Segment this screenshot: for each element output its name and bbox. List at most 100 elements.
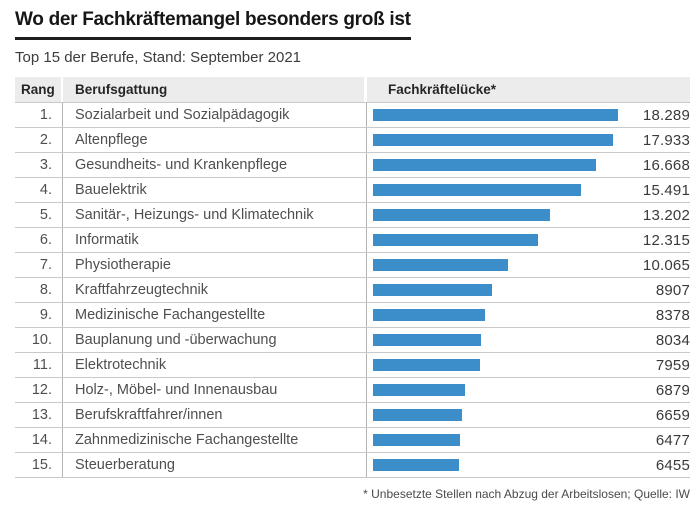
bar-cell: 12.315	[367, 228, 690, 252]
bar-cell: 10.065	[367, 253, 690, 277]
column-header-rank: Rang	[15, 77, 63, 102]
column-header-gap: Fachkräftelücke*	[367, 77, 690, 102]
table-body: 1. Sozialarbeit und Sozialpädagogik 18.2…	[15, 102, 690, 478]
rank-cell: 9.	[15, 303, 63, 327]
bar-cell: 7959	[367, 353, 690, 377]
profession-name: Informatik	[63, 228, 367, 252]
value-bar	[373, 259, 508, 271]
bar-cell: 18.289	[367, 103, 690, 127]
value-bar	[373, 309, 485, 321]
value-bar	[373, 209, 550, 221]
profession-name: Holz-, Möbel- und Innenausbau	[63, 378, 367, 402]
rank-cell: 12.	[15, 378, 63, 402]
rank-cell: 5.	[15, 203, 63, 227]
bar-cell: 17.933	[367, 128, 690, 152]
table-row: 4. Bauelektrik 15.491	[15, 178, 690, 203]
table-row: 14. Zahnmedizinische Fachangestellte 647…	[15, 428, 690, 453]
table-row: 2. Altenpflege 17.933	[15, 128, 690, 153]
value-label: 10.065	[642, 256, 690, 274]
profession-name: Bauelektrik	[63, 178, 367, 202]
profession-name: Zahnmedizinische Fachangestellte	[63, 428, 367, 452]
footnote: * Unbesetzte Stellen nach Abzug der Arbe…	[363, 487, 690, 501]
rank-cell: 3.	[15, 153, 63, 177]
value-label: 13.202	[642, 206, 690, 224]
value-bar	[373, 109, 618, 121]
value-label: 6659	[655, 406, 690, 424]
rank-cell: 11.	[15, 353, 63, 377]
bar-cell: 6455	[367, 453, 690, 477]
rank-cell: 14.	[15, 428, 63, 452]
page-title: Wo der Fachkräftemangel besonders groß i…	[15, 9, 411, 40]
value-bar	[373, 459, 459, 471]
value-bar	[373, 334, 481, 346]
value-label: 6455	[655, 456, 690, 474]
value-bar	[373, 434, 460, 446]
rank-cell: 4.	[15, 178, 63, 202]
table-row: 5. Sanitär-, Heizungs- und Klimatechnik …	[15, 203, 690, 228]
page-subtitle: Top 15 der Berufe, Stand: September 2021	[15, 49, 302, 66]
value-bar	[373, 234, 538, 246]
table-row: 10. Bauplanung und -überwachung 8034	[15, 328, 690, 353]
value-label: 15.491	[642, 181, 690, 199]
bar-cell: 15.491	[367, 178, 690, 202]
value-label: 17.933	[642, 131, 690, 149]
value-label: 6879	[655, 381, 690, 399]
value-bar	[373, 159, 596, 171]
profession-name: Kraftfahrzeugtechnik	[63, 278, 367, 302]
bar-cell: 6879	[367, 378, 690, 402]
profession-name: Gesundheits- und Krankenpflege	[63, 153, 367, 177]
profession-name: Steuerberatung	[63, 453, 367, 477]
table-row: 8. Kraftfahrzeugtechnik 8907	[15, 278, 690, 303]
rank-cell: 2.	[15, 128, 63, 152]
profession-name: Altenpflege	[63, 128, 367, 152]
table-row: 15. Steuerberatung 6455	[15, 453, 690, 478]
value-bar	[373, 359, 480, 371]
value-label: 6477	[655, 431, 690, 449]
profession-name: Physiotherapie	[63, 253, 367, 277]
table-row: 7. Physiotherapie 10.065	[15, 253, 690, 278]
profession-name: Bauplanung und -überwachung	[63, 328, 367, 352]
value-bar	[373, 384, 465, 396]
rank-cell: 15.	[15, 453, 63, 477]
value-label: 18.289	[642, 106, 690, 124]
bar-cell: 6477	[367, 428, 690, 452]
table-row: 11. Elektrotechnik 7959	[15, 353, 690, 378]
rank-cell: 8.	[15, 278, 63, 302]
rank-cell: 10.	[15, 328, 63, 352]
bar-cell: 13.202	[367, 203, 690, 227]
rank-cell: 13.	[15, 403, 63, 427]
profession-name: Sozialarbeit und Sozialpädagogik	[63, 103, 367, 127]
table-header-row: Rang Berufsgattung Fachkräftelücke*	[15, 77, 690, 102]
ranking-table: Rang Berufsgattung Fachkräftelücke* 1. S…	[15, 77, 690, 478]
bar-cell: 16.668	[367, 153, 690, 177]
bar-cell: 8034	[367, 328, 690, 352]
value-bar	[373, 134, 613, 146]
profession-name: Elektrotechnik	[63, 353, 367, 377]
bar-cell: 8378	[367, 303, 690, 327]
value-label: 8907	[655, 281, 690, 299]
value-bar	[373, 284, 492, 296]
table-row: 6. Informatik 12.315	[15, 228, 690, 253]
rank-cell: 7.	[15, 253, 63, 277]
profession-name: Berufskraftfahrer/innen	[63, 403, 367, 427]
rank-cell: 6.	[15, 228, 63, 252]
table-row: 13. Berufskraftfahrer/innen 6659	[15, 403, 690, 428]
column-header-profession: Berufsgattung	[63, 77, 367, 102]
table-row: 12. Holz-, Möbel- und Innenausbau 6879	[15, 378, 690, 403]
table-row: 9. Medizinische Fachangestellte 8378	[15, 303, 690, 328]
value-label: 16.668	[642, 156, 690, 174]
profession-name: Sanitär-, Heizungs- und Klimatechnik	[63, 203, 367, 227]
profession-name: Medizinische Fachangestellte	[63, 303, 367, 327]
bar-cell: 8907	[367, 278, 690, 302]
value-bar	[373, 184, 581, 196]
table-row: 1. Sozialarbeit und Sozialpädagogik 18.2…	[15, 103, 690, 128]
table-row: 3. Gesundheits- und Krankenpflege 16.668	[15, 153, 690, 178]
value-bar	[373, 409, 462, 421]
value-label: 8034	[655, 331, 690, 349]
bar-cell: 6659	[367, 403, 690, 427]
value-label: 12.315	[642, 231, 690, 249]
value-label: 8378	[655, 306, 690, 324]
infographic: Wo der Fachkräftemangel besonders groß i…	[15, 9, 690, 501]
value-label: 7959	[655, 356, 690, 374]
rank-cell: 1.	[15, 103, 63, 127]
